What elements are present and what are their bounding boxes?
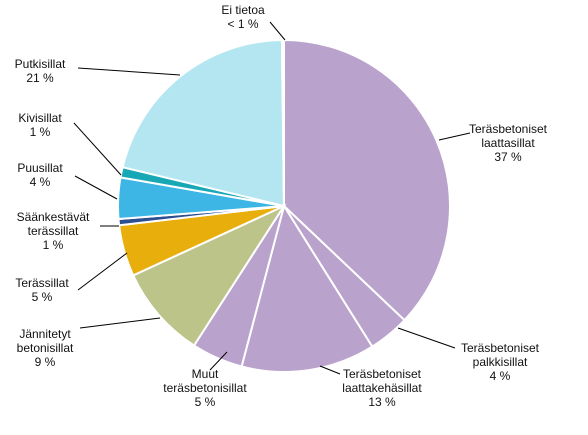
leader-line-jannitetyt-betonisillat [79, 317, 161, 329]
slice-label-laattasillat: Teräsbetoniset laattasillat 37 % [469, 122, 548, 164]
leader-line-palkkisillat [397, 327, 456, 349]
slice-value-label: 21 % [26, 71, 54, 85]
slice-labels: Teräsbetoniset laattasillat 37 %Teräsbeton… [15, 3, 548, 409]
slice-name-label: Kivisillat [18, 111, 62, 125]
slice-label-laattakehasillat: Teräsbetoniset laattakehäsillat 13 % [342, 367, 422, 409]
slice-name-label: Putkisillat [15, 57, 66, 71]
slice-label-terassillat: Terässillat 5 % [15, 276, 69, 304]
slice-label-puusillat: Puusillat 4 % [17, 161, 63, 189]
leader-line-laattasillat [438, 132, 471, 141]
leader-line-terassillat [77, 252, 128, 291]
slice-label-saankestavat-terassillat: Säänkestävät terässillat 1 % [17, 210, 90, 252]
pie-slice-laattasillat [283, 38, 452, 322]
slice-name-label: Puusillat [17, 161, 63, 175]
slice-name-label: palkkisillat [473, 355, 528, 369]
slice-label-jannitetyt-betonisillat: Jännitetyt betonisillat 9 % [17, 327, 74, 369]
leader-line-laattakehasillat [319, 365, 341, 375]
pie-slices [117, 38, 452, 373]
pie-slice-laattakehasillat [240, 203, 374, 373]
slice-value-label: 5 % [195, 395, 216, 409]
slice-name-label: Teräsbetoniset [343, 367, 422, 381]
pie-slice-ei-tietoa [280, 38, 285, 207]
slice-label-ei-tietoa: Ei tietoa < 1 % [221, 3, 265, 31]
leader-line-putkisillat [77, 67, 181, 76]
slice-value-label: 9 % [35, 355, 56, 369]
slice-name-label: Ei tietoa [221, 3, 265, 17]
leader-line-puusillat [74, 175, 118, 200]
slice-name-label: teräsbetonisillat [163, 381, 247, 395]
slice-value-label: 4 % [490, 369, 511, 383]
slice-name-label: terässillat [28, 224, 79, 238]
slice-value-label: < 1 % [227, 17, 258, 31]
slice-name-label: laattasillat [481, 136, 535, 150]
slice-name-label: betonisillat [17, 341, 74, 355]
slice-name-label: Jännitetyt [19, 327, 71, 341]
slice-name-label: laattakehäsillat [342, 381, 422, 395]
leader-line-muut-terasbetonisillat [209, 351, 228, 371]
slice-value-label: 13 % [368, 395, 396, 409]
leader-line-kivisillat [73, 122, 122, 176]
slice-label-muut-terasbetonisillat: Muut teräsbetonisillat 5 % [163, 367, 247, 409]
slice-name-label: Teräsbetoniset [469, 122, 548, 136]
leader-line-ei-tietoa [269, 21, 286, 41]
pie-slice-putkisillat [121, 38, 286, 208]
slice-name-label: Muut [192, 367, 219, 381]
slice-value-label: 37 % [494, 150, 522, 164]
slice-value-label: 4 % [30, 175, 51, 189]
slice-label-putkisillat: Putkisillat 21 % [15, 57, 66, 85]
slice-value-label: 5 % [32, 290, 53, 304]
slice-label-kivisillat: Kivisillat 1 % [18, 111, 62, 139]
slice-name-label: Terässillat [15, 276, 69, 290]
pie-slice-jannitetyt-betonisillat [131, 203, 287, 347]
slice-name-label: Säänkestävät [17, 210, 90, 224]
slice-name-label: Teräsbetoniset [461, 341, 540, 355]
slice-value-label: 1 % [30, 125, 51, 139]
slice-value-label: 1 % [43, 238, 64, 252]
slice-label-palkkisillat: Teräsbetoniset palkkisillat 4 % [461, 341, 540, 383]
leader-lines [73, 21, 471, 375]
